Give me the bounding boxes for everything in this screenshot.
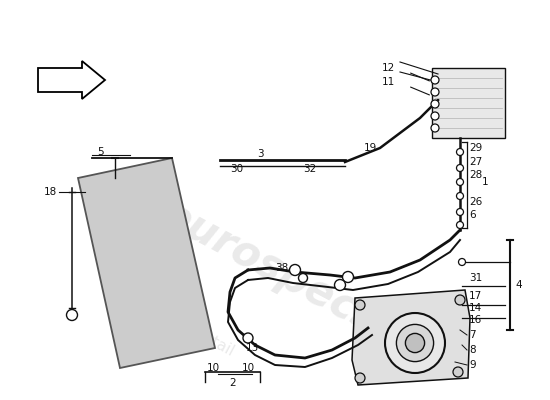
Polygon shape [432,68,505,138]
Circle shape [456,178,464,186]
Text: 7: 7 [469,330,476,340]
Text: 3: 3 [257,149,263,159]
Text: 5: 5 [97,147,103,157]
Circle shape [334,280,345,290]
Circle shape [456,208,464,216]
Text: 32: 32 [304,164,317,174]
Text: 28: 28 [469,170,482,180]
Circle shape [431,76,439,84]
Circle shape [243,333,253,343]
Polygon shape [38,61,105,99]
Circle shape [455,295,465,305]
Text: 4: 4 [515,280,521,290]
Text: 9: 9 [469,360,476,370]
Text: 26: 26 [469,197,482,207]
Text: a passion for detail: a passion for detail [100,277,236,359]
Circle shape [453,367,463,377]
Text: 14: 14 [469,303,482,313]
Text: 17: 17 [469,291,482,301]
Text: 11: 11 [381,77,395,87]
Text: 10: 10 [206,363,219,373]
Text: 16: 16 [469,315,482,325]
Circle shape [385,313,445,373]
Text: 8: 8 [469,345,476,355]
Circle shape [456,222,464,228]
Text: 30: 30 [230,164,244,174]
Text: 2: 2 [230,378,236,388]
Circle shape [431,112,439,120]
Circle shape [459,258,465,266]
Circle shape [431,124,439,132]
Circle shape [431,88,439,96]
Text: 12: 12 [381,63,395,73]
Text: 29: 29 [469,143,482,153]
Circle shape [405,334,425,353]
Circle shape [289,264,300,276]
Text: 13: 13 [245,343,258,353]
Text: 19: 19 [364,143,377,153]
Text: 18: 18 [44,187,57,197]
Circle shape [299,274,307,282]
Polygon shape [78,158,215,368]
Text: 1: 1 [482,177,488,187]
Text: 6: 6 [469,210,476,220]
Circle shape [456,148,464,156]
Circle shape [67,310,78,320]
Text: 27: 27 [469,157,482,167]
Circle shape [355,373,365,383]
Text: 38: 38 [275,263,288,273]
Circle shape [456,164,464,172]
Circle shape [355,300,365,310]
Circle shape [431,100,439,108]
Circle shape [397,324,433,362]
Text: 10: 10 [241,363,255,373]
Text: eurospecs: eurospecs [155,193,386,343]
Circle shape [456,192,464,200]
Polygon shape [352,290,470,385]
Circle shape [343,272,354,282]
Text: 31: 31 [469,273,482,283]
